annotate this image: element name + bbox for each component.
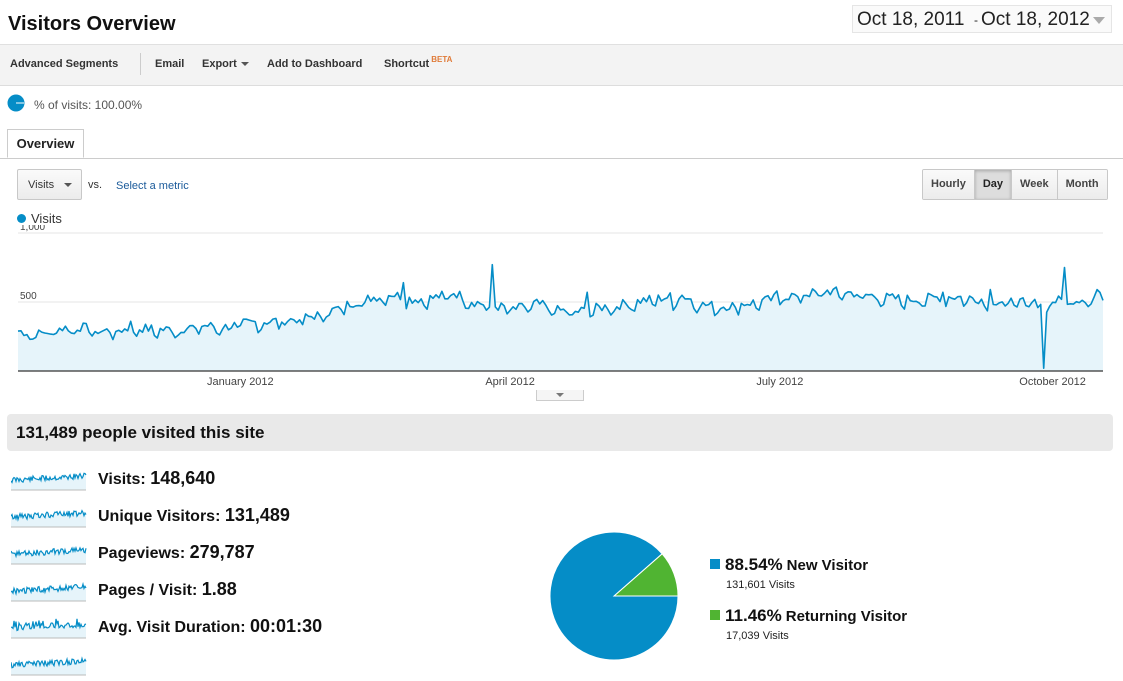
new-visitor-pct: 88.54% (725, 555, 783, 574)
x-tick-label: January 2012 (207, 376, 274, 388)
returning-visitor-pct: 11.46% (725, 606, 782, 625)
select-metric-link[interactable]: Select a metric (116, 180, 189, 192)
metric-label: Pages / Visit: (98, 582, 198, 599)
add-to-dashboard-button[interactable]: Add to Dashboard (267, 58, 363, 70)
month-button[interactable]: Month (1056, 170, 1107, 199)
chevron-down-icon (240, 62, 249, 67)
metric-text: Pages / Visit: 1.88 (98, 579, 237, 600)
metric-label: Avg. Visit Duration: (98, 619, 246, 636)
metric-text: Avg. Visit Duration: 00:01:30 (98, 616, 322, 637)
page-title: Visitors Overview (8, 13, 176, 35)
x-tick-label: October 2012 (1019, 376, 1086, 388)
sparkline-area (11, 618, 86, 638)
sparkline[interactable] (11, 651, 87, 677)
summary-header (7, 414, 1113, 451)
returning-visitor-label: Returning Visitor (785, 608, 908, 625)
sparkline-area (11, 547, 86, 564)
metric-dropdown[interactable]: Visits (17, 169, 82, 200)
toolbar-divider (140, 53, 141, 75)
date-range-picker[interactable]: Oct 18, 2011 - Oct 18, 2012 (852, 5, 1112, 33)
metric-value: 1.88 (201, 579, 237, 599)
metric-label: Pageviews: (98, 545, 186, 562)
date-separator: - (974, 13, 978, 27)
visits-area (18, 264, 1103, 371)
date-end: Oct 18, 2012 (981, 9, 1090, 30)
shortcut-button[interactable]: Shortcut BETA (384, 55, 453, 70)
y-tick-label: 500 (20, 291, 37, 302)
visits-series-line[interactable] (17, 263, 1104, 369)
visitor-type-pie-chart (549, 531, 679, 661)
metric-text: Visits: 148,640 (98, 468, 215, 489)
email-button[interactable]: Email (155, 58, 185, 70)
advanced-segments-button[interactable]: Advanced Segments (10, 58, 119, 70)
chart-legend: Visits (17, 211, 62, 226)
metric-value: 00:01:30 (250, 616, 323, 636)
sparkline[interactable] (11, 540, 87, 566)
chevron-down-icon (64, 183, 72, 187)
hourly-button[interactable]: Hourly (923, 170, 974, 199)
legend-swatch (710, 609, 720, 620)
sparkline-line (11, 509, 87, 522)
metric-label: Visits: (98, 471, 146, 488)
sparkline-area (11, 584, 86, 601)
metric-value: 131,489 (224, 505, 290, 525)
segment-percentage: % of visits: 100.00% (34, 98, 143, 112)
day-button[interactable]: Day (973, 170, 1012, 199)
week-button[interactable]: Week (1011, 170, 1057, 199)
pie-legend-returning-visitor: 11.46% Returning Visitor (710, 606, 907, 626)
legend-label: Visits (31, 211, 62, 226)
export-button[interactable]: Export (202, 58, 249, 70)
sparkline-line (11, 581, 87, 597)
pie-legend-new-visitor: 88.54% New Visitor (710, 555, 868, 575)
beta-badge: BETA (431, 55, 453, 64)
sparkline-line (11, 545, 87, 559)
collapse-chart-button[interactable] (536, 390, 584, 401)
metric-text: Pageviews: 279,787 (98, 542, 255, 563)
sparkline-line (11, 618, 87, 632)
summary-title: 131,489 people visited this site (16, 423, 265, 442)
sparkline-line (11, 472, 87, 484)
date-start: Oct 18, 2011 (857, 9, 965, 30)
metric-value: 279,787 (189, 542, 255, 562)
legend-swatch (710, 558, 720, 569)
toolbar: Advanced Segments Email Export Add to Da… (0, 44, 1123, 86)
export-label: Export (202, 58, 237, 70)
x-tick-label: April 2012 (485, 376, 535, 388)
metric-text: Unique Visitors: 131,489 (98, 505, 290, 526)
vs-label: vs. (88, 179, 103, 191)
returning-visitor-visits: 17,039 Visits (726, 630, 789, 642)
chevron-down-icon (556, 393, 564, 397)
shortcut-label: Shortcut (384, 58, 430, 70)
metric-dropdown-label: Visits (28, 179, 55, 191)
x-tick-label: July 2012 (756, 376, 803, 388)
sparkline[interactable] (11, 503, 87, 529)
sparkline-area (11, 473, 86, 490)
sparkline[interactable] (11, 614, 87, 640)
tab-overview[interactable]: Overview (7, 129, 84, 158)
new-visitor-label: New Visitor (786, 557, 869, 574)
pie-slice-new-visitor[interactable] (549, 531, 679, 661)
metric-value: 148,640 (150, 468, 216, 488)
sparkline[interactable] (11, 466, 87, 492)
tab-divider (0, 158, 1123, 159)
sparkline[interactable] (11, 577, 87, 603)
legend-dot-icon (17, 214, 26, 224)
metric-label: Unique Visitors: (98, 508, 221, 525)
segment-pie-icon[interactable] (7, 94, 25, 112)
chevron-down-icon[interactable] (1093, 17, 1105, 24)
granularity-toggle: Hourly Day Week Month (922, 169, 1108, 200)
new-visitor-visits: 131,601 Visits (726, 579, 795, 591)
visits-line-chart: 1,000 500 January 2012 April 2012 July 2012 O… (17, 225, 1104, 388)
y-tick-label: 1,000 (20, 225, 45, 233)
